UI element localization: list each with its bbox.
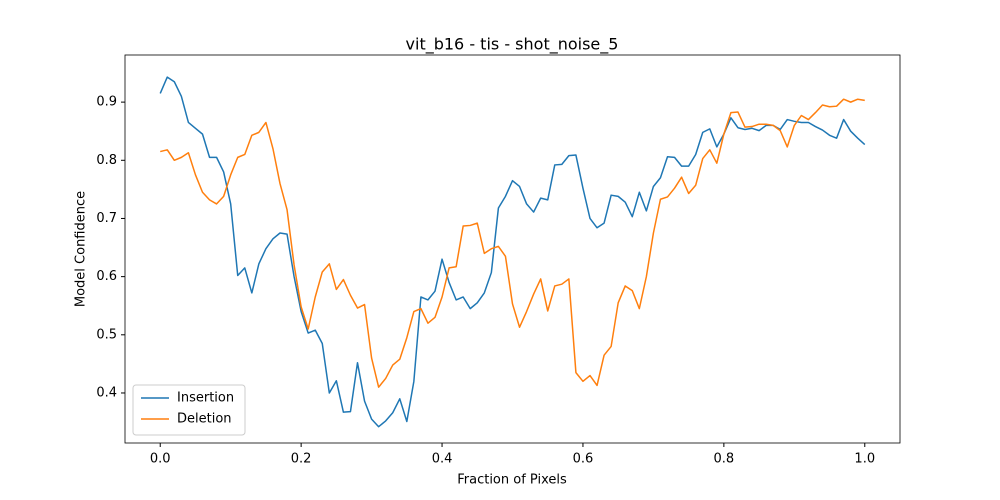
x-tick-label: 1.0 (854, 452, 875, 467)
series-line (159, 76, 866, 428)
x-tick-label: 0.4 (432, 452, 453, 467)
chart-title: vit_b16 - tis - shot_noise_5 (406, 35, 619, 55)
series-line (160, 98, 865, 388)
x-axis-label: Fraction of Pixels (457, 473, 567, 488)
x-tick-label: 0.2 (291, 452, 312, 467)
y-tick-label: 0.7 (96, 211, 117, 226)
legend-label: Deletion (177, 412, 232, 427)
legend-label: Insertion (177, 391, 234, 406)
y-tick-label: 0.5 (96, 327, 117, 342)
y-tick-label: 0.8 (96, 153, 117, 168)
y-tick-label: 0.6 (96, 269, 117, 284)
y-tick-label: 0.4 (96, 385, 117, 400)
y-axis-label: Model Confidence (74, 191, 89, 307)
y-tick-label: 0.9 (96, 95, 117, 110)
x-tick-label: 0.8 (714, 452, 735, 467)
x-tick-label: 0.6 (573, 452, 594, 467)
plot-frame (124, 54, 901, 444)
x-tick-label: 0.0 (150, 452, 171, 467)
